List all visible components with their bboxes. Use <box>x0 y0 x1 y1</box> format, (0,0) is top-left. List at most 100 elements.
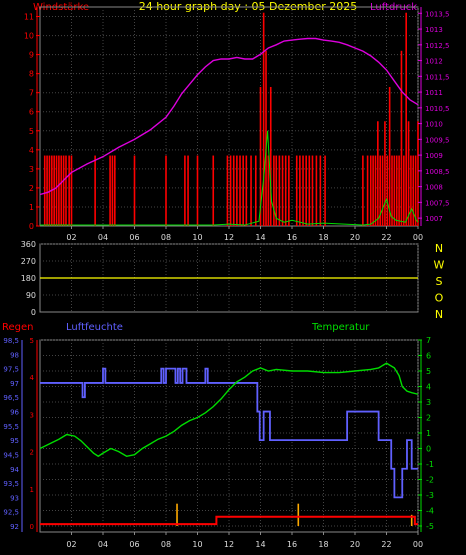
wind-bar <box>114 155 116 226</box>
wind-bar <box>94 155 96 226</box>
x-tick-label: 02 <box>66 540 76 549</box>
compass-label: W <box>434 259 445 272</box>
wind-bar <box>58 155 60 226</box>
wind-bar <box>212 155 215 226</box>
wind-bar <box>70 155 73 226</box>
humidity-tick-label: 97,5 <box>3 366 19 374</box>
wind-bar <box>391 155 393 226</box>
wind-bar <box>187 155 189 226</box>
wind-tick-label: 3 <box>29 165 34 174</box>
wind-x-axis: 02 04 06 08 10 12 14 16 18 20 22 00 <box>66 226 423 242</box>
wind-tick-label: 9 <box>29 51 34 60</box>
wind-bar <box>65 155 67 226</box>
x-tick-label: 22 <box>381 233 391 242</box>
wind-bar <box>267 155 270 226</box>
x-tick-label: 20 <box>350 540 360 549</box>
wind-bar <box>53 155 55 226</box>
wind-bar <box>311 155 314 226</box>
wind-bar <box>362 155 364 226</box>
x-tick-label: 18 <box>318 233 328 242</box>
pressure-y-axis: 1007 1007,5 1008 1008,5 1009 1009,5 1010 1010,5… <box>418 7 450 226</box>
humidity-tick-label: 93 <box>10 494 19 502</box>
climate-panel-grid <box>39 339 419 533</box>
compass-label: S <box>436 275 443 288</box>
x-tick-label: 18 <box>318 540 328 549</box>
pressure-tick-label: 1009 <box>425 152 443 160</box>
wind-bar <box>384 121 386 226</box>
wind-bar <box>111 155 114 226</box>
humidity-tick-label: 94,5 <box>3 451 19 459</box>
x-tick-label: 12 <box>224 540 234 549</box>
temperature-tick-label: -1 <box>426 460 434 469</box>
wind-bar <box>236 155 238 226</box>
direction-tick-label: 360 <box>21 240 36 249</box>
temperature-tick-label: -4 <box>426 507 434 516</box>
wind-bar <box>229 155 232 226</box>
temperature-tick-label: 2 <box>426 414 431 423</box>
x-tick-label: 10 <box>192 540 202 549</box>
wind-bar <box>410 155 412 226</box>
temperature-title: Temperatur <box>311 322 370 333</box>
wind-tick-label: 2 <box>29 184 34 193</box>
x-tick-label: 14 <box>255 540 265 549</box>
x-tick-label: 08 <box>161 540 171 549</box>
x-tick-label: 20 <box>350 233 360 242</box>
x-tick-label: 04 <box>98 233 108 242</box>
humidity-tick-label: 96,5 <box>3 394 19 402</box>
wind-tick-label: 0 <box>29 222 34 231</box>
wind-bar <box>366 155 369 226</box>
wind-tick-label: 10 <box>24 32 34 41</box>
wind-bar <box>184 155 186 226</box>
wind-bar <box>386 155 389 226</box>
x-tick-label: 00 <box>413 233 423 242</box>
wind-tick-label: 5 <box>29 127 34 136</box>
x-tick-label: 00 <box>413 540 423 549</box>
wind-bar <box>269 86 272 226</box>
pressure-tick-label: 1013,5 <box>425 10 450 18</box>
wind-bar <box>239 155 241 226</box>
direction-tick-label: 0 <box>31 308 36 317</box>
wind-bar <box>254 155 257 226</box>
wind-bar <box>109 155 111 226</box>
rain-bar <box>297 503 300 526</box>
wind-bar <box>393 155 396 226</box>
wind-bar <box>372 155 374 226</box>
wind-tick-label: 1 <box>29 203 34 212</box>
x-tick-label: 12 <box>224 233 234 242</box>
wind-bar <box>417 121 419 226</box>
humidity-tick-label: 92 <box>10 523 19 531</box>
wind-bar <box>403 155 405 226</box>
wind-bar <box>242 155 244 226</box>
humidity-tick-label: 98,5 <box>3 337 19 345</box>
wind-bar <box>46 155 48 226</box>
wind-bar <box>281 155 284 226</box>
wind-tick-label: 7 <box>29 89 34 98</box>
temperature-tick-label: 0 <box>426 445 431 454</box>
temperature-tick-label: 3 <box>426 398 431 407</box>
wind-tick-label: 4 <box>29 146 34 155</box>
temperature-line <box>39 362 419 458</box>
x-tick-label: 06 <box>129 233 139 242</box>
wind-bar <box>250 155 252 226</box>
pressure-tick-label: 1007 <box>425 215 443 223</box>
climate-x-axis: 02 04 06 08 10 12 14 16 18 20 22 00 <box>66 532 423 549</box>
pressure-tick-label: 1011 <box>425 89 443 97</box>
wind-bar <box>133 155 136 226</box>
humidity-tick-label: 94 <box>10 466 19 474</box>
humidity-tick-label: 93,5 <box>3 480 19 488</box>
wind-tick-label: 11 <box>24 13 34 22</box>
wind-bar <box>412 155 415 226</box>
wind-bar <box>245 155 248 226</box>
pressure-tick-label: 1008,5 <box>425 168 450 176</box>
rain-tick-label: 1 <box>30 486 34 494</box>
rain-tick-label: 3 <box>30 411 34 419</box>
wind-bar <box>284 155 287 226</box>
temperature-y-axis: -5 -4 -3 -2 -1 0 1 2 3 4 5 6 7 <box>418 336 434 532</box>
wind-bar <box>43 155 46 226</box>
x-tick-label: 22 <box>381 540 391 549</box>
wind-bar <box>381 155 384 226</box>
rain-bar <box>410 514 413 526</box>
pressure-tick-label: 1012 <box>425 58 443 66</box>
temperature-tick-label: -2 <box>426 476 434 485</box>
